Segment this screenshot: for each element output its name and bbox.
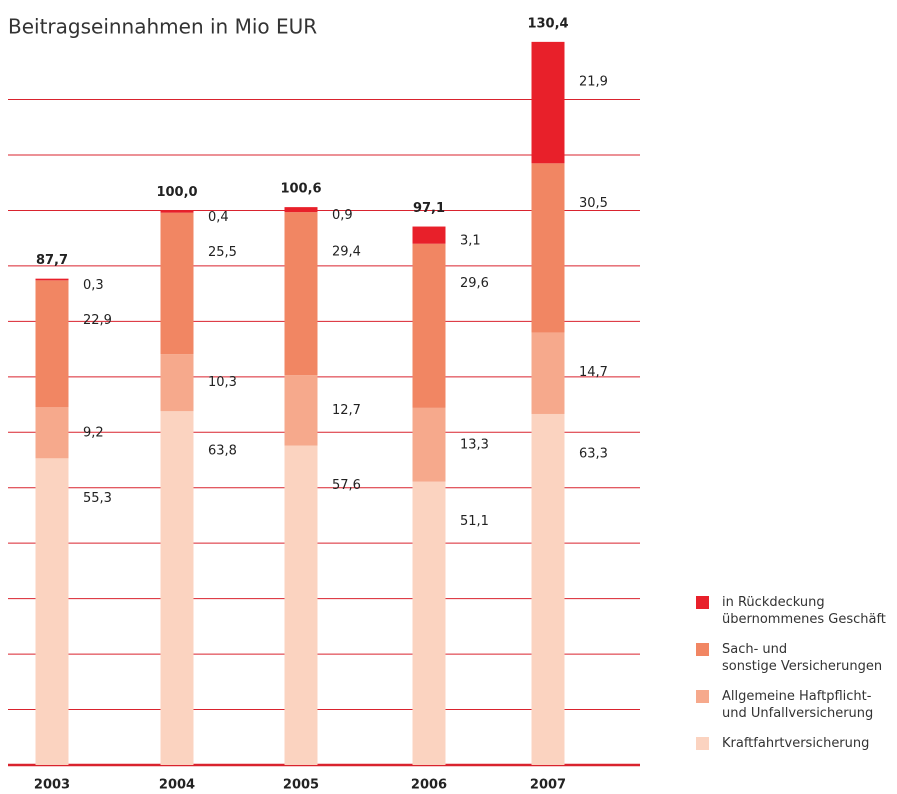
bar-segment	[412, 481, 446, 765]
value-label: 21,9	[579, 74, 608, 89]
legend-label: in Rückdeckung übernommenes Geschäft	[722, 595, 886, 627]
total-label: 97,1	[413, 201, 445, 216]
x-tick-label: 2003	[34, 778, 70, 793]
value-label: 0,3	[83, 278, 104, 293]
total-label: 100,0	[156, 185, 197, 200]
bar-segment	[160, 210, 194, 213]
bar-segment	[531, 413, 565, 765]
bar-segment	[284, 375, 318, 446]
bar-segment	[284, 207, 318, 213]
legend-item: Kraftfahrtversicherung	[696, 735, 886, 752]
bar-segment	[35, 458, 69, 765]
x-tick-label: 2004	[159, 778, 195, 793]
legend-label: Allgemeine Haftpflicht- und Unfallversic…	[722, 689, 874, 721]
legend-label: Sach- und sonstige Versicherungen	[722, 642, 883, 674]
value-label: 13,3	[460, 437, 489, 452]
bar-segment	[35, 280, 69, 408]
bar-segment	[531, 41, 565, 164]
legend-item: Sach- und sonstige Versicherungen	[696, 641, 886, 675]
value-label: 10,3	[208, 375, 237, 390]
legend: in Rückdeckung übernommenes Geschäft Sach…	[696, 594, 886, 765]
legend-swatch	[696, 690, 709, 703]
value-label: 30,5	[579, 196, 608, 211]
bar-segment	[35, 407, 69, 459]
value-label: 0,9	[332, 208, 353, 223]
total-label: 130,4	[527, 16, 568, 31]
bar-segment	[160, 411, 194, 765]
value-label: 14,7	[579, 365, 608, 380]
value-label: 55,3	[83, 491, 112, 506]
bar-segment	[412, 226, 446, 244]
bar-segment	[412, 243, 446, 408]
bar-segment	[284, 445, 318, 765]
value-label: 12,7	[332, 403, 361, 418]
value-label: 9,2	[83, 425, 104, 440]
total-label: 87,7	[36, 253, 68, 268]
bar-segment	[160, 354, 194, 412]
value-label: 0,4	[208, 210, 229, 225]
value-label: 22,9	[83, 313, 112, 328]
value-label: 57,6	[332, 478, 361, 493]
legend-label: Kraftfahrtversicherung	[722, 736, 870, 751]
legend-swatch	[696, 596, 709, 609]
legend-item: Allgemeine Haftpflicht- und Unfallversic…	[696, 688, 886, 722]
bar-segment	[412, 407, 446, 482]
x-tick-label: 2007	[530, 778, 566, 793]
value-label: 25,5	[208, 245, 237, 260]
value-label: 51,1	[460, 514, 489, 529]
value-label: 63,3	[579, 446, 608, 461]
bar-segment	[531, 332, 565, 414]
value-label: 63,8	[208, 444, 237, 459]
x-tick-label: 2005	[283, 778, 319, 793]
x-tick-label: 2006	[411, 778, 447, 793]
value-label: 29,4	[332, 245, 361, 260]
total-label: 100,6	[280, 182, 321, 197]
legend-swatch	[696, 643, 709, 656]
value-label: 3,1	[460, 234, 481, 249]
value-label: 29,6	[460, 276, 489, 291]
bar-segment	[35, 278, 69, 281]
bar-segment	[284, 212, 318, 376]
legend-swatch	[696, 737, 709, 750]
bar-segment	[531, 163, 565, 333]
legend-item: in Rückdeckung übernommenes Geschäft	[696, 594, 886, 628]
chart-title: Beitragseinnahmen in Mio EUR	[8, 15, 317, 39]
bar-segment	[160, 212, 194, 355]
